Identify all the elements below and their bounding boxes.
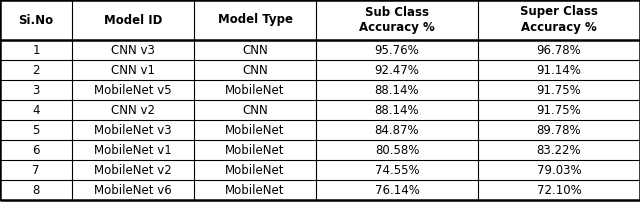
Text: Si.No: Si.No (19, 14, 54, 26)
Text: 3: 3 (32, 83, 40, 97)
Text: 91.14%: 91.14% (536, 63, 581, 77)
Text: MobileNet v2: MobileNet v2 (94, 163, 172, 177)
Text: CNN: CNN (242, 63, 268, 77)
Text: 76.14%: 76.14% (374, 183, 419, 197)
Text: 96.78%: 96.78% (536, 43, 581, 57)
Text: CNN: CNN (242, 43, 268, 57)
Text: Super Class
Accuracy %: Super Class Accuracy % (520, 5, 598, 35)
Text: MobileNet v5: MobileNet v5 (94, 83, 172, 97)
Text: 83.22%: 83.22% (537, 143, 581, 157)
Text: 4: 4 (32, 103, 40, 117)
Text: MobileNet v1: MobileNet v1 (94, 143, 172, 157)
Text: Model ID: Model ID (104, 14, 162, 26)
Text: 72.10%: 72.10% (536, 183, 581, 197)
Text: 6: 6 (32, 143, 40, 157)
Text: 92.47%: 92.47% (374, 63, 419, 77)
Text: 8: 8 (32, 183, 40, 197)
Text: 89.78%: 89.78% (537, 123, 581, 137)
Text: MobileNet: MobileNet (225, 123, 285, 137)
Text: 1: 1 (32, 43, 40, 57)
Text: 74.55%: 74.55% (374, 163, 419, 177)
Text: Sub Class
Accuracy %: Sub Class Accuracy % (359, 5, 435, 35)
Text: MobileNet: MobileNet (225, 163, 285, 177)
Text: MobileNet v6: MobileNet v6 (94, 183, 172, 197)
Text: CNN v2: CNN v2 (111, 103, 155, 117)
Text: 79.03%: 79.03% (537, 163, 581, 177)
Text: Model Type: Model Type (218, 14, 292, 26)
Text: 95.76%: 95.76% (374, 43, 419, 57)
Text: CNN v1: CNN v1 (111, 63, 155, 77)
Text: MobileNet: MobileNet (225, 183, 285, 197)
Text: CNN v3: CNN v3 (111, 43, 155, 57)
Text: 80.58%: 80.58% (375, 143, 419, 157)
Text: MobileNet: MobileNet (225, 143, 285, 157)
Text: 91.75%: 91.75% (536, 83, 581, 97)
Text: MobileNet v3: MobileNet v3 (94, 123, 172, 137)
Text: 84.87%: 84.87% (374, 123, 419, 137)
Text: 5: 5 (32, 123, 40, 137)
Text: 88.14%: 88.14% (374, 83, 419, 97)
Text: 88.14%: 88.14% (374, 103, 419, 117)
Text: 7: 7 (32, 163, 40, 177)
Text: MobileNet: MobileNet (225, 83, 285, 97)
Text: CNN: CNN (242, 103, 268, 117)
Text: 91.75%: 91.75% (536, 103, 581, 117)
Text: 2: 2 (32, 63, 40, 77)
